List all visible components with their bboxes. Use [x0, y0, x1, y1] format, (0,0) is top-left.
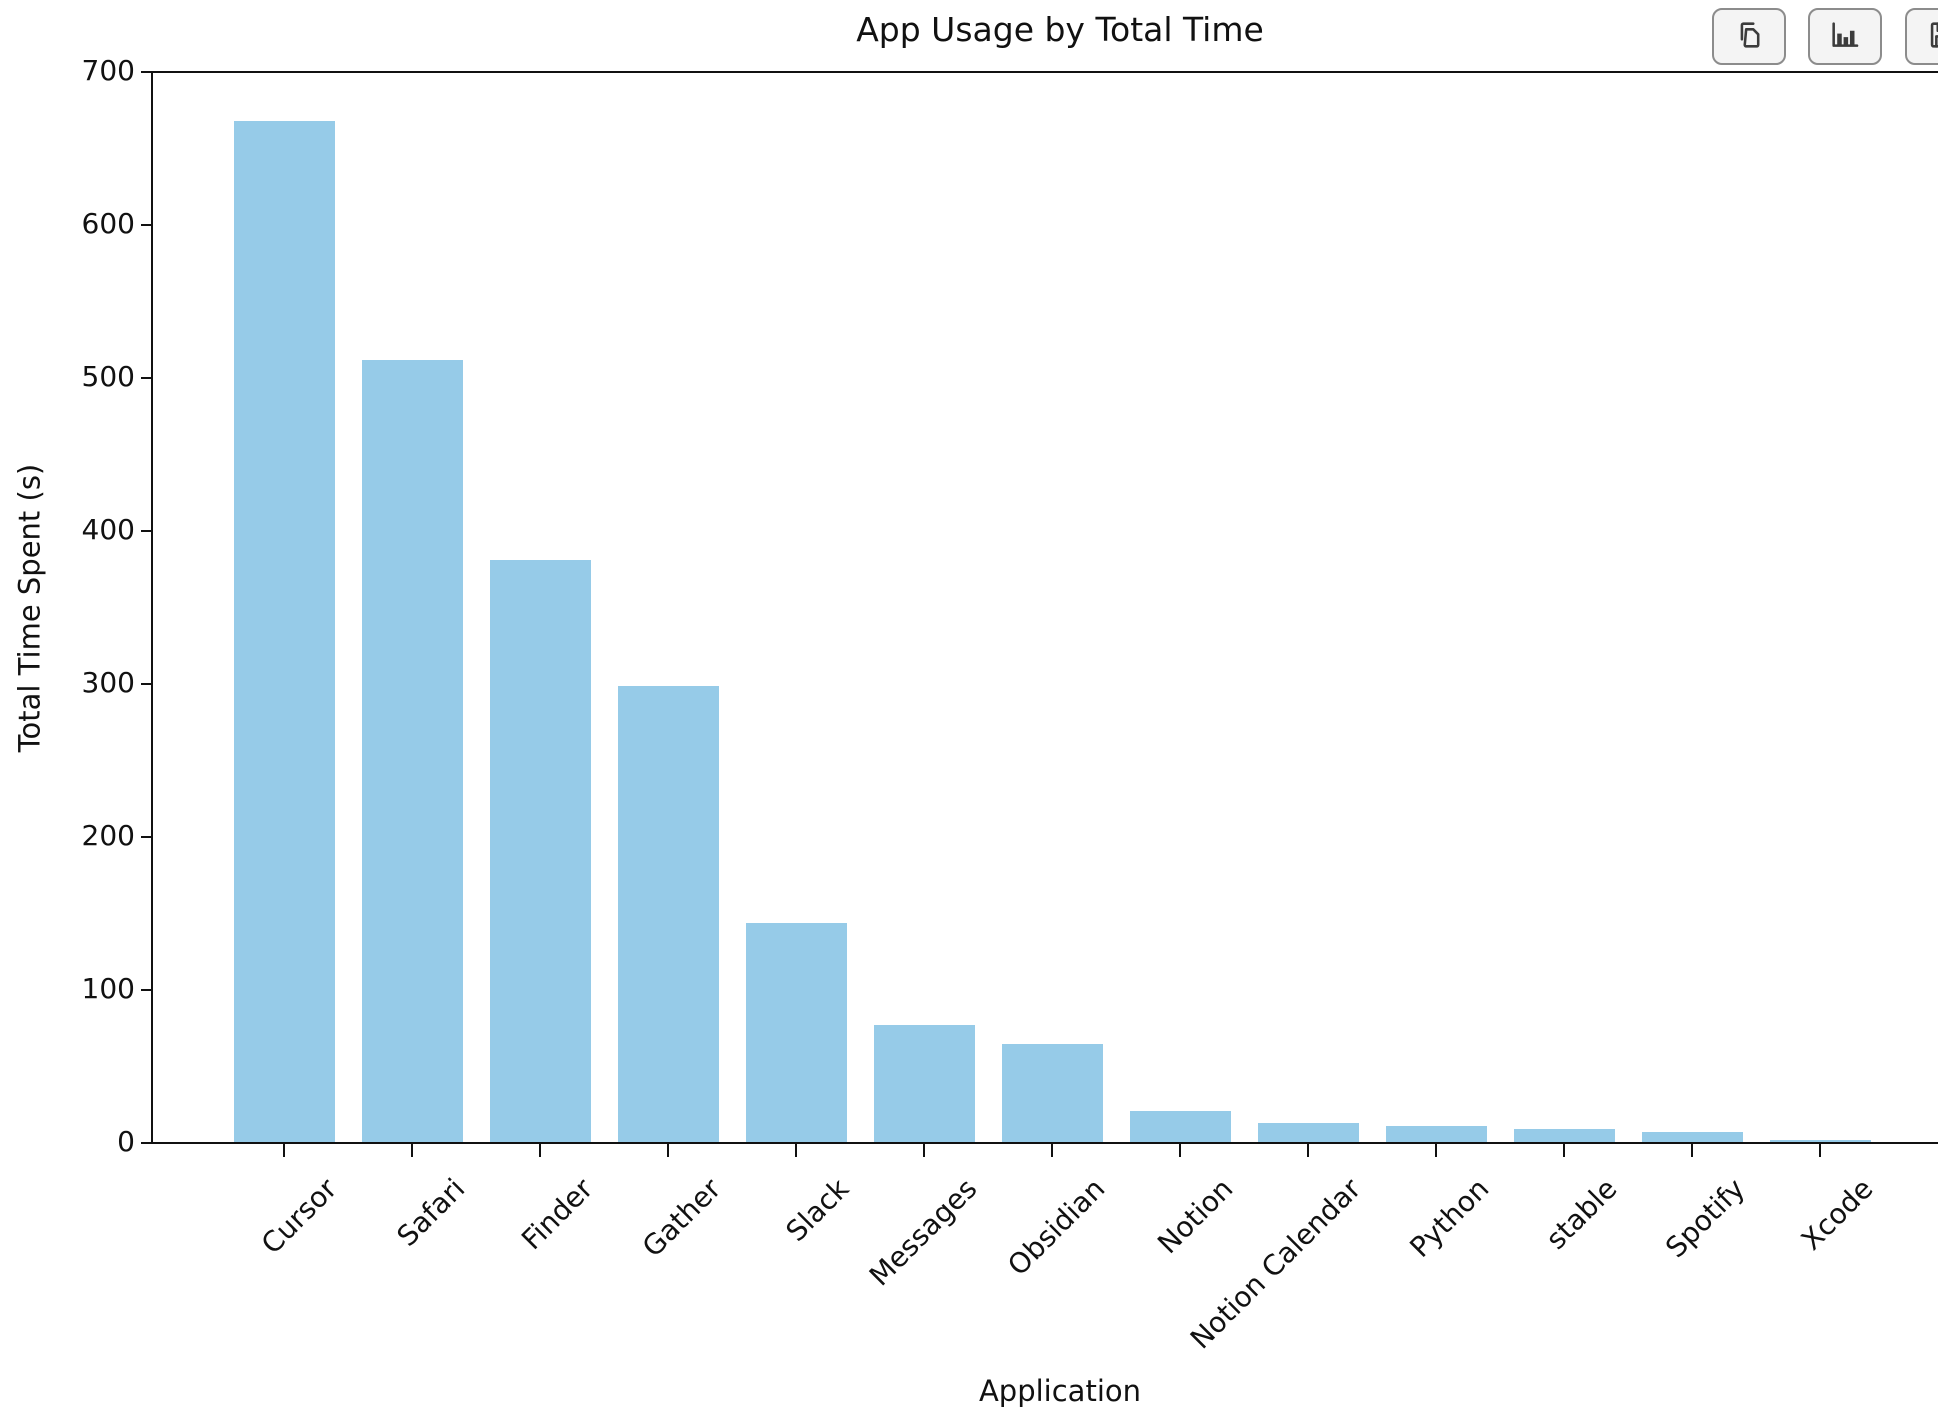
- bar: [1385, 1126, 1487, 1143]
- y-axis-label: Total Time Spent (s): [12, 463, 46, 752]
- x-tick: [411, 1144, 413, 1157]
- bar: [1513, 1129, 1615, 1143]
- y-tick-label: 200: [81, 819, 135, 853]
- x-tick: [1435, 1144, 1437, 1157]
- copy-icon: [1732, 18, 1766, 56]
- y-axis-spine: [151, 71, 153, 1144]
- y-tick-label: 600: [81, 207, 135, 241]
- x-tick-label: Xcode: [1794, 1172, 1880, 1257]
- y-tick: [141, 1142, 152, 1144]
- x-tick-label: Spotify: [1659, 1172, 1752, 1265]
- y-tick-label: 300: [81, 666, 135, 700]
- x-tick-label: Notion: [1151, 1172, 1240, 1261]
- x-tick-label: Cursor: [254, 1172, 344, 1261]
- top-spine: [151, 71, 1938, 73]
- y-tick: [141, 377, 152, 379]
- y-tick-label: 500: [81, 360, 135, 394]
- x-tick-label: stable: [1539, 1172, 1624, 1256]
- bar: [1129, 1111, 1231, 1143]
- x-tick: [1051, 1144, 1053, 1157]
- x-tick: [667, 1144, 669, 1157]
- y-tick: [141, 836, 152, 838]
- x-tick: [1691, 1144, 1693, 1157]
- x-tick-label: Finder: [515, 1172, 600, 1257]
- x-tick: [923, 1144, 925, 1157]
- x-tick: [1563, 1144, 1565, 1157]
- x-tick: [1307, 1144, 1309, 1157]
- y-tick-label: 400: [81, 513, 135, 547]
- y-tick-label: 700: [81, 54, 135, 88]
- x-tick-label: Safari: [390, 1172, 472, 1253]
- copy-button[interactable]: [1712, 8, 1786, 65]
- x-tick-label: Messages: [862, 1172, 984, 1293]
- x-tick: [795, 1144, 797, 1157]
- x-tick-label: Gather: [635, 1172, 728, 1264]
- y-tick-label: 100: [81, 972, 135, 1006]
- bar: [1001, 1044, 1103, 1143]
- bar: [1257, 1123, 1359, 1143]
- x-tick-label: Python: [1403, 1172, 1496, 1264]
- y-tick: [141, 989, 152, 991]
- y-tick: [141, 224, 152, 226]
- bar: [361, 360, 463, 1143]
- x-tick: [283, 1144, 285, 1157]
- x-tick: [1819, 1144, 1821, 1157]
- x-tick: [539, 1144, 541, 1157]
- bar: [489, 560, 591, 1143]
- bar: [745, 923, 847, 1143]
- y-tick: [141, 71, 152, 73]
- chart-title: App Usage by Total Time: [856, 10, 1264, 49]
- x-axis-spine: [151, 1142, 1938, 1144]
- bar: [1641, 1132, 1743, 1143]
- bar-chart-button[interactable]: [1808, 8, 1882, 65]
- bar-chart-icon: [1828, 18, 1862, 56]
- x-tick-label: Slack: [779, 1172, 856, 1248]
- save-icon: [1925, 18, 1938, 56]
- x-tick: [1179, 1144, 1181, 1157]
- bar: [617, 686, 719, 1143]
- y-tick: [141, 530, 152, 532]
- x-axis-label: Application: [978, 1374, 1142, 1408]
- y-tick: [141, 683, 152, 685]
- save-button[interactable]: [1905, 8, 1938, 65]
- bar: [233, 121, 335, 1143]
- bar: [1769, 1140, 1871, 1143]
- x-tick-label: Obsidian: [1001, 1172, 1112, 1283]
- bar: [873, 1025, 975, 1143]
- y-tick-label: 0: [117, 1125, 135, 1159]
